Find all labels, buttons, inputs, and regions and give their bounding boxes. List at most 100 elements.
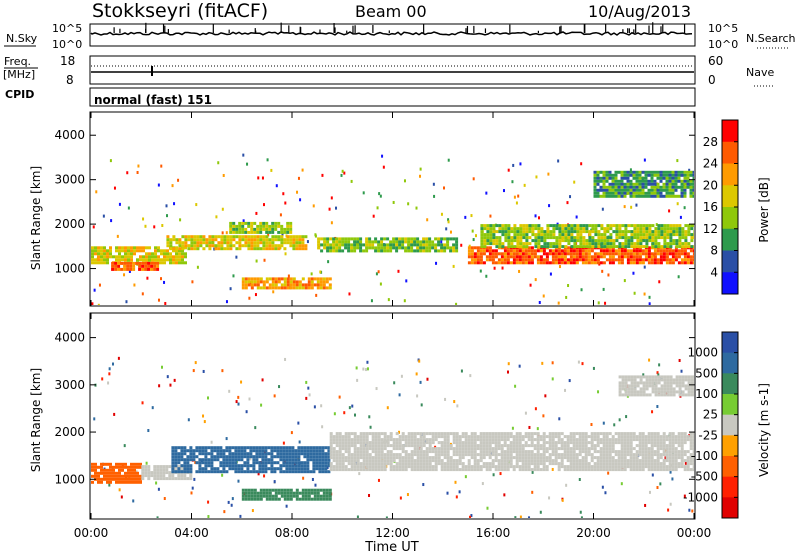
heatmap-cell [256, 241, 260, 245]
heatmap-cell [323, 237, 327, 241]
heatmap-cell [500, 447, 504, 451]
heatmap-cell [365, 465, 369, 469]
heatmap-cell [627, 245, 631, 249]
heatmap-cell [383, 246, 387, 250]
heatmap-cell [223, 238, 227, 242]
heatmap-cell [629, 188, 633, 192]
heatmap-cell [103, 471, 106, 475]
heatmap-cell [579, 230, 583, 234]
heatmap-cell [506, 255, 510, 259]
heatmap-cell [268, 241, 272, 245]
heatmap-cell [392, 243, 396, 247]
heatmap-cell [278, 385, 281, 389]
heatmap-cell [603, 227, 607, 231]
heatmap-cell [585, 227, 589, 231]
heatmap-cell [395, 456, 399, 460]
heatmap-cell [291, 470, 295, 474]
heatmap-cell [341, 447, 345, 451]
heatmap-cell [668, 194, 672, 198]
heatmap-cell [446, 435, 450, 439]
heatmap-cell [657, 224, 661, 228]
heatmap-cell [681, 230, 685, 234]
heatmap-cell [196, 241, 200, 245]
heatmap-cell [183, 464, 187, 468]
heatmap-cell [656, 435, 660, 439]
heatmap-cell [325, 494, 329, 498]
heatmap-cell [517, 194, 520, 198]
heatmap-cell [597, 224, 601, 228]
heatmap-cell [627, 384, 631, 388]
heatmap-cell [386, 406, 389, 410]
heatmap-cell [482, 249, 486, 253]
heatmap-cell [467, 447, 471, 451]
heatmap-cell [216, 470, 220, 474]
heatmap-cell [383, 447, 387, 451]
heatmap-cell [584, 456, 588, 460]
heatmap-cell [237, 452, 241, 456]
heatmap-cell [171, 446, 175, 450]
heatmap-cell [636, 375, 640, 379]
heatmap-cell [650, 432, 654, 436]
heatmap-cell [253, 491, 257, 495]
heatmap-cell [671, 258, 675, 262]
heatmap-cell [590, 249, 594, 253]
heatmap-cell [261, 464, 265, 468]
heatmap-cell [241, 238, 245, 242]
heatmap-cell [288, 470, 292, 474]
heatmap-cell [398, 444, 402, 448]
heatmap-cell [651, 375, 655, 379]
heatmap-cell [410, 465, 414, 469]
heatmap-cell [591, 224, 595, 228]
heatmap-cell [199, 235, 203, 239]
heatmap-cell [641, 444, 645, 448]
heatmap-cell [690, 227, 694, 231]
heatmap-cell [377, 453, 381, 457]
heatmap-cell [643, 265, 646, 269]
heatmap-cell [677, 179, 681, 183]
heatmap-cell [419, 240, 423, 244]
heatmap-cell [404, 453, 408, 457]
heatmap-cell [482, 441, 486, 445]
heatmap-cell [669, 378, 673, 382]
heatmap-cell [245, 410, 248, 414]
heatmap-cell [489, 214, 492, 218]
heatmap-cell [249, 449, 253, 453]
heatmap-cell [629, 459, 633, 463]
heatmap-cell [680, 450, 684, 454]
heatmap-cell [440, 435, 444, 439]
heatmap-cell [525, 245, 529, 249]
heatmap-cell [551, 438, 555, 442]
colorbar-tick-label: 24 [703, 157, 718, 171]
heatmap-cell [629, 255, 633, 259]
heatmap-cell [632, 432, 636, 436]
heatmap-cell [338, 240, 342, 244]
heatmap-cell [645, 381, 649, 385]
heatmap-cell [689, 173, 693, 177]
heatmap-cell [359, 444, 363, 448]
heatmap-cell [172, 247, 176, 251]
heatmap-cell [124, 471, 127, 475]
heatmap-cell [638, 465, 642, 469]
heatmap-cell [548, 261, 552, 265]
heatmap-cell [656, 447, 660, 451]
heatmap-cell [222, 452, 226, 456]
heatmap-cell [692, 447, 694, 451]
heatmap-cell [264, 464, 268, 468]
heatmap-cell [566, 441, 570, 445]
heatmap-cell [94, 474, 97, 478]
heatmap-cell [351, 404, 354, 408]
heatmap-cell [636, 230, 640, 234]
heatmap-cell [578, 252, 582, 256]
date-label: 10/Aug/2013 [588, 2, 691, 21]
heatmap-cell [623, 447, 627, 451]
heatmap-cell [252, 461, 256, 465]
heatmap-cell [638, 447, 642, 451]
heatmap-cell [353, 432, 357, 436]
heatmap-cell [319, 283, 323, 287]
heatmap-cell [647, 258, 651, 262]
heatmap-cell [663, 224, 667, 228]
heatmap-cell [566, 456, 570, 460]
heatmap-cell [582, 224, 586, 228]
heatmap-cell [665, 447, 669, 451]
heatmap-cell [491, 462, 495, 466]
